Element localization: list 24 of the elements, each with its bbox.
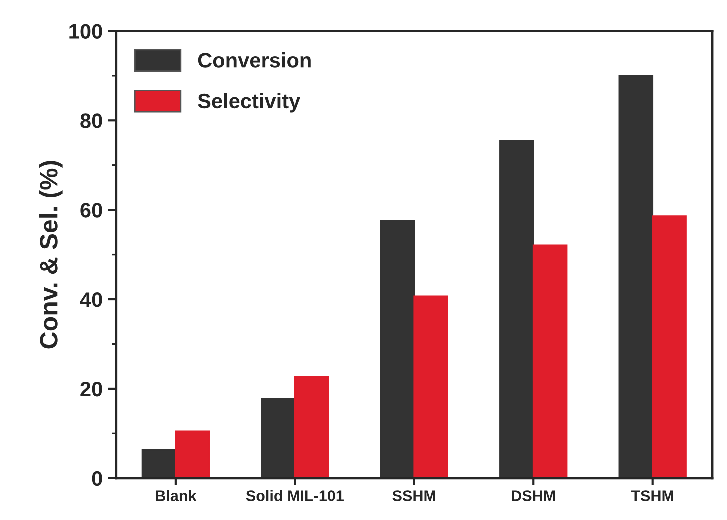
x-tick-label: DSHM	[512, 490, 556, 502]
x-tick-label: Solid MIL-101	[246, 490, 344, 502]
y-tick-label: 80	[80, 114, 102, 128]
y-tick-label: 60	[80, 203, 102, 218]
x-tick-label: SSHM	[392, 490, 436, 502]
bar	[414, 296, 448, 478]
y-tick-label: 0	[92, 471, 102, 486]
bar	[261, 398, 296, 478]
bar	[532, 244, 568, 478]
y-tick-label: 40	[80, 292, 102, 308]
bar	[175, 430, 210, 478]
bar	[142, 450, 177, 478]
bar	[618, 75, 654, 478]
y-tick-label: 100	[70, 24, 102, 39]
y-axis-title: Conv. & Sel. (%)	[40, 161, 63, 349]
legend-label: Conversion	[198, 52, 311, 68]
y-tick-label: 20	[80, 382, 102, 397]
bar	[294, 376, 330, 478]
bar	[652, 216, 687, 478]
legend-label: Selectivity	[198, 93, 301, 113]
x-tick-label: Blank	[156, 490, 197, 502]
bar	[500, 140, 534, 478]
bar	[380, 220, 416, 478]
x-tick-label: TSHM	[631, 490, 674, 502]
